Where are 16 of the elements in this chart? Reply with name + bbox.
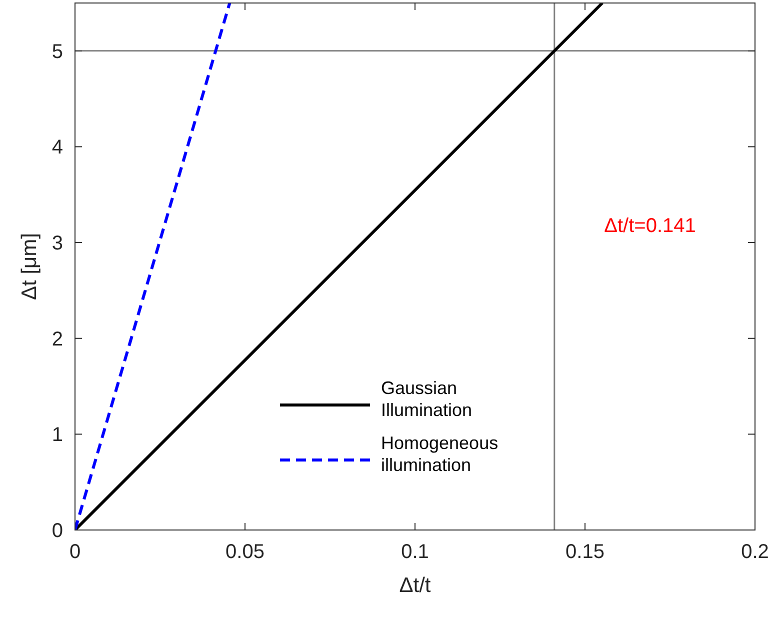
x-tick-label: 0.15 <box>566 541 604 563</box>
x-tick-label: 0.2 <box>741 541 769 563</box>
legend-label: Gaussian Illumination <box>381 378 472 420</box>
y-tick-label: 2 <box>52 328 63 350</box>
y-tick-label: 5 <box>52 40 63 63</box>
y-tick-label: 0 <box>52 520 63 542</box>
y-axis-title: Δt [μm] <box>18 233 41 300</box>
x-tick-label: 0.05 <box>226 541 264 563</box>
y-tick-label: 1 <box>52 424 63 446</box>
y-tick-label: 4 <box>52 136 63 159</box>
x-tick-label: 0 <box>69 541 81 563</box>
x-tick-label: 0.1 <box>401 541 429 563</box>
legend-label: Homogeneous illumination <box>381 433 498 475</box>
annotation: Δt/t=0.141 <box>604 215 696 237</box>
x-axis-title: Δt/t <box>399 574 431 597</box>
y-tick-label: 3 <box>52 232 63 255</box>
